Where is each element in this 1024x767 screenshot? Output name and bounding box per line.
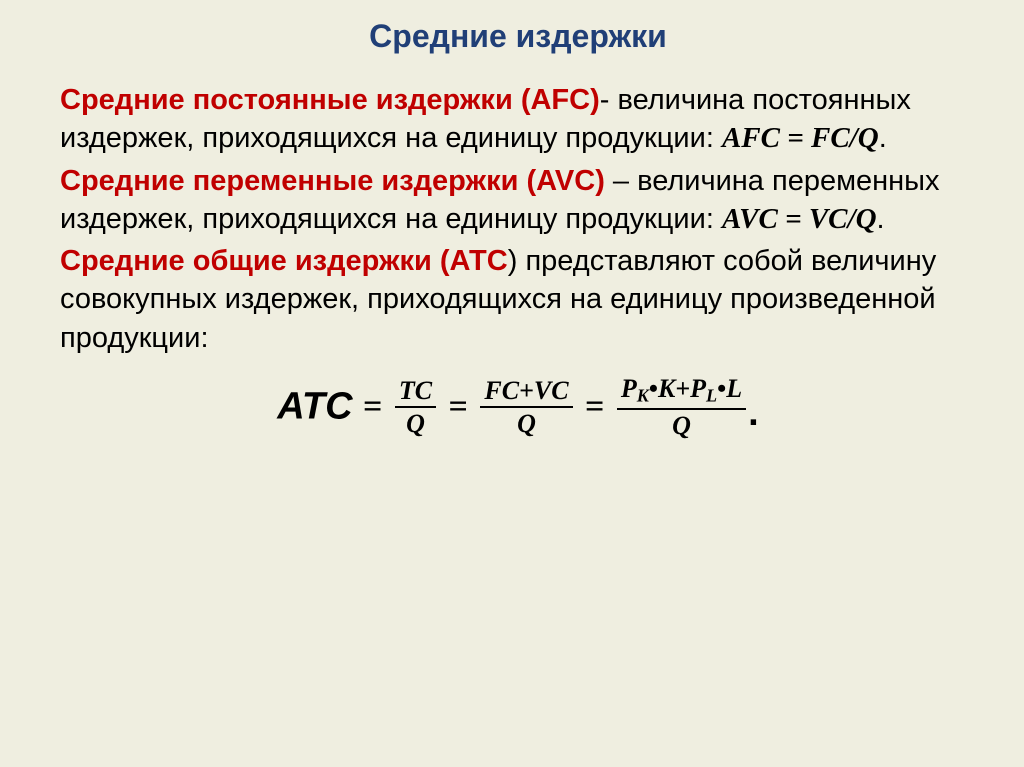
eq-period: .: [748, 392, 759, 434]
fraction-tc-q: TC Q: [393, 377, 438, 438]
den-q1: Q: [395, 408, 436, 437]
fraction-pk-pl-q: PK•K+PL•L Q: [615, 375, 748, 439]
paragraph-atc: Средние общие издержки (АТС) представляю…: [60, 242, 976, 357]
term-afc: Средние постоянные издержки (AFC): [60, 84, 600, 116]
eq-lhs: ATC: [277, 385, 352, 427]
term-avc: Средние переменные издержки (AVC): [60, 165, 605, 197]
tail-1: .: [879, 122, 887, 154]
fraction-fc-vc-q: FC+VC Q: [478, 377, 574, 438]
formula-afc: AFC = FC/Q: [722, 122, 879, 154]
dash-1: -: [600, 84, 610, 116]
slide-title: Средние издержки: [60, 18, 976, 55]
eq-sign-3: =: [579, 388, 610, 425]
eq-sign-2: =: [443, 388, 474, 425]
close-paren: ): [508, 245, 518, 277]
term-atc: Средние общие издержки (АТС: [60, 245, 508, 277]
paragraph-avc: Средние переменные издержки (AVC) – вели…: [60, 162, 976, 239]
num-fcvc: FC+VC: [480, 377, 572, 408]
dash-2: –: [605, 165, 637, 197]
num-pkpl: PK•K+PL•L: [617, 375, 746, 410]
paragraph-afc: Средние постоянные издержки (AFC)- велич…: [60, 81, 976, 158]
equation-atc: ATC = TC Q = FC+VC Q = PK•K+PL•L Q .: [60, 375, 976, 439]
num-tc: TC: [395, 377, 436, 408]
den-q3: Q: [617, 410, 746, 439]
formula-avc: AVC = VC/Q: [722, 203, 877, 235]
tail-2: .: [877, 203, 885, 235]
eq-sign-1: =: [357, 388, 388, 425]
den-q2: Q: [480, 408, 572, 437]
